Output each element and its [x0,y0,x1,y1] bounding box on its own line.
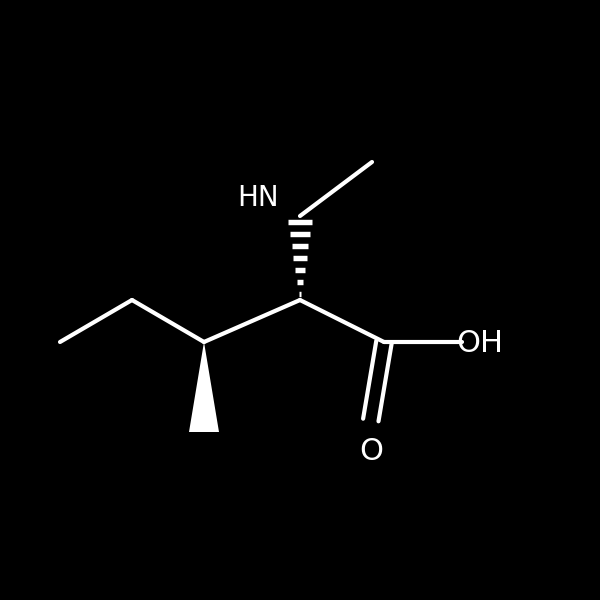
Polygon shape [189,342,219,432]
Text: O: O [359,437,383,466]
Text: HN: HN [237,184,279,212]
Text: OH: OH [457,329,503,358]
